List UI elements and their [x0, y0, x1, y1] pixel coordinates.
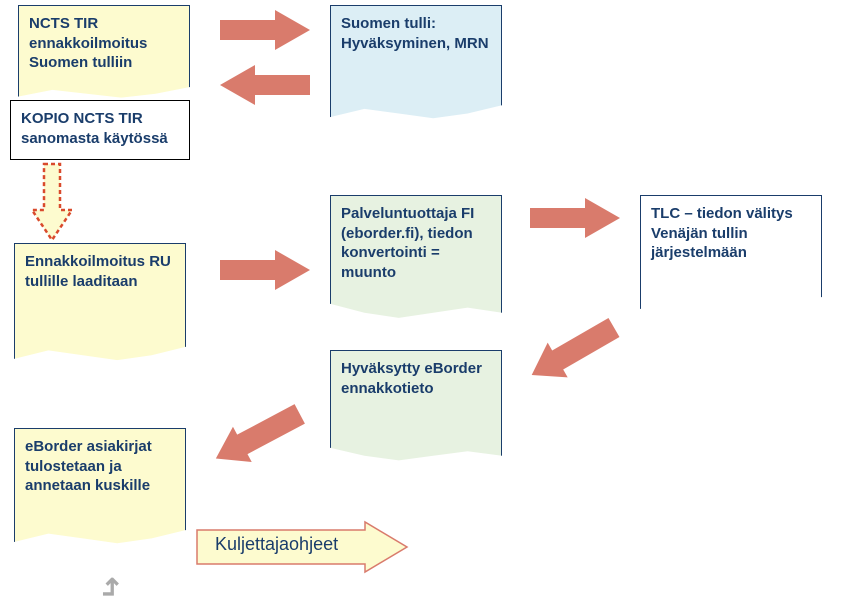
arrow-right-1 — [220, 10, 310, 50]
node-eborder-asiakirjat: eBorder asiakirjat tulostetaan ja anneta… — [14, 428, 186, 548]
node-ennakkoilmoitus-ru: Ennakkoilmoitus RU tullille laaditaan — [14, 243, 186, 365]
arrow-left-1 — [220, 65, 310, 105]
node-suomen-tulli: Suomen tulli: Hyväksyminen, MRN — [330, 5, 502, 123]
node-ncts-tir: NCTS TIR ennakkoilmoitus Suomen tulliin — [18, 5, 190, 102]
undo-icon: ↵ — [95, 577, 128, 600]
arrow-down-dotted — [30, 162, 74, 242]
node-kopio: KOPIO NCTS TIR sanomasta käytössä — [10, 100, 190, 160]
arrow-diag-1 — [510, 310, 640, 390]
node-tlc: TLC – tiedon välitys Venäjän tullin järj… — [640, 195, 822, 315]
arrow-right-2 — [220, 250, 310, 290]
arrow-diag-2 — [195, 395, 325, 475]
label-kuljettajaohjeet: Kuljettajaohjeet — [215, 534, 338, 555]
node-hyvaksytty-eborder: Hyväksytty eBorder ennakkotieto — [330, 350, 502, 465]
arrow-right-3 — [530, 198, 620, 238]
node-palveluntuottaja: Palveluntuottaja FI (eborder.fi), tiedon… — [330, 195, 502, 323]
